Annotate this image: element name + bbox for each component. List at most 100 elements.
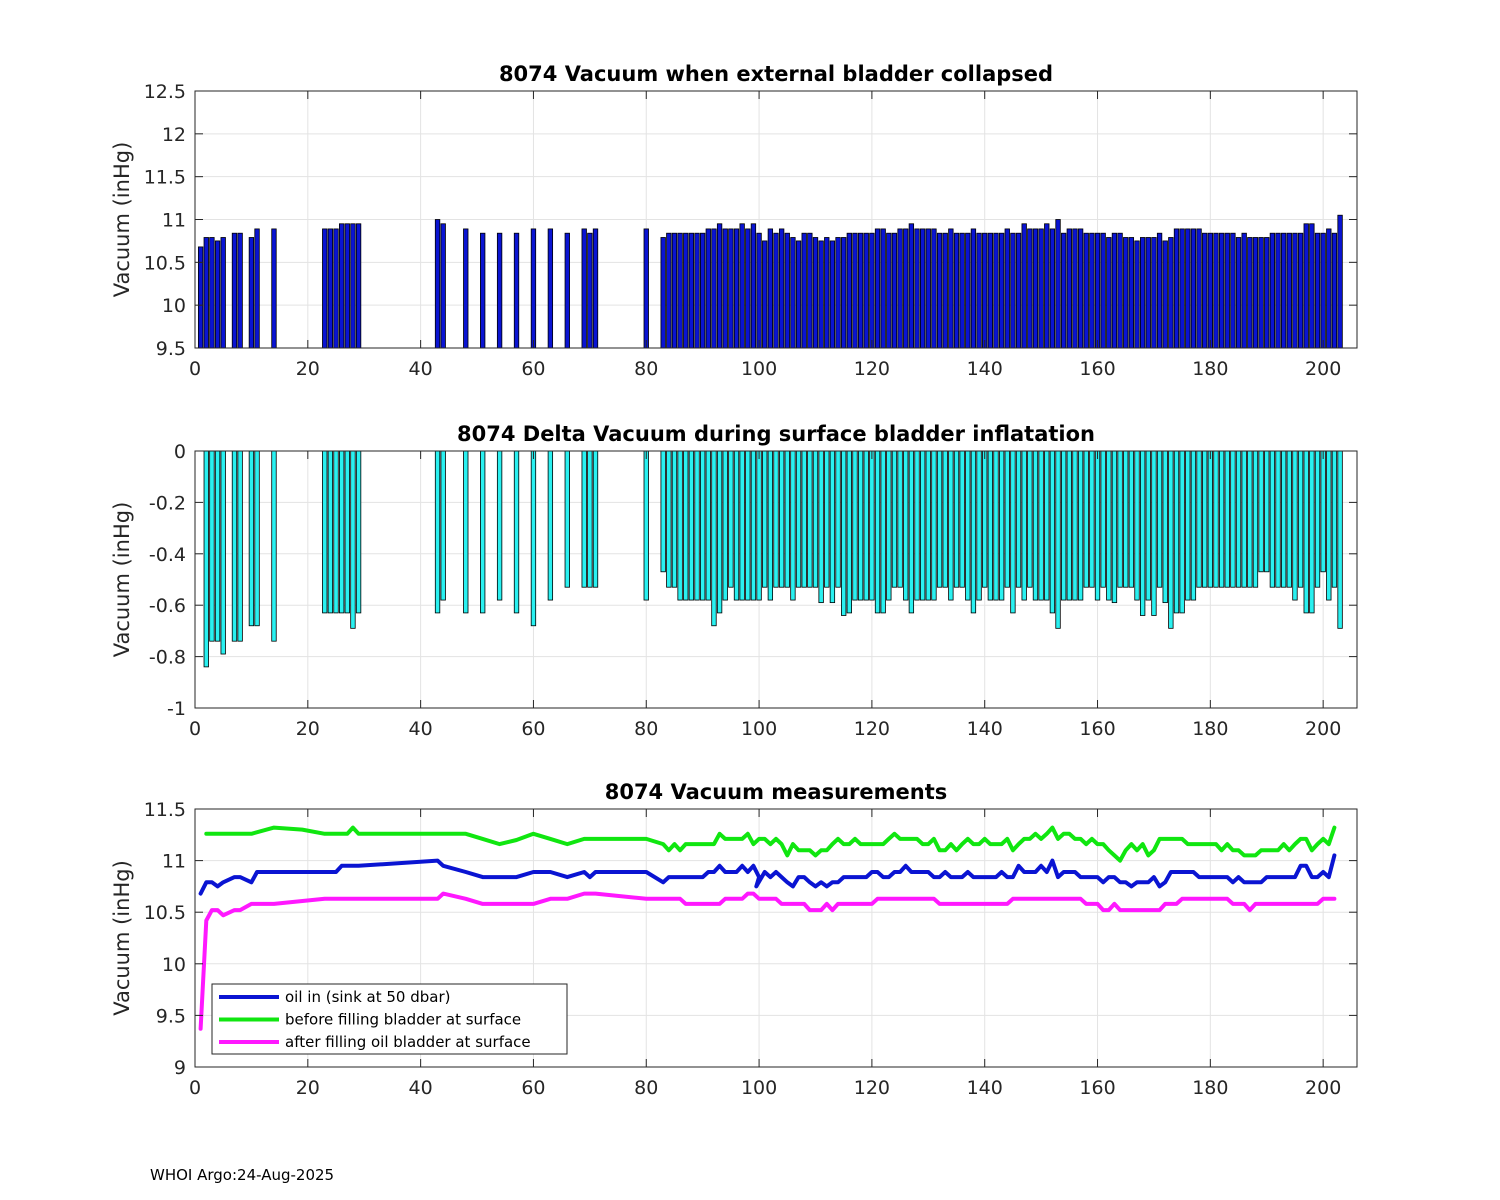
- bar: [1077, 450, 1084, 601]
- bar: [812, 237, 819, 349]
- bar: [1241, 450, 1247, 588]
- bar: [965, 232, 971, 349]
- y-tick-label: -0.8: [149, 647, 186, 669]
- legend-label-2: before filling bladder at surface: [285, 1011, 521, 1029]
- bar: [1021, 450, 1027, 601]
- bar: [1331, 450, 1338, 588]
- bar: [801, 232, 807, 349]
- bar: [254, 450, 260, 627]
- bar: [322, 228, 328, 349]
- bar: [666, 232, 672, 349]
- x-tick-label: 200: [1305, 718, 1341, 740]
- bar: [683, 232, 689, 349]
- chart-panel-2: 0 20 40 60 80 100 120 140 160 180 200 -1 -0.8 -0.6 -0.…: [110, 422, 1358, 740]
- x-tick-label: 20: [296, 718, 320, 740]
- bar: [1230, 450, 1236, 588]
- bar: [925, 450, 931, 601]
- bar: [897, 450, 903, 588]
- bar: [705, 228, 711, 349]
- bar: [1258, 450, 1264, 573]
- x-tick-label: 160: [1079, 718, 1115, 740]
- bar: [959, 450, 965, 588]
- bar: [203, 450, 209, 668]
- bar: [1072, 228, 1078, 349]
- bar: [530, 450, 537, 627]
- bar: [1083, 232, 1089, 349]
- bar: [1275, 450, 1281, 588]
- bar: [1258, 237, 1264, 349]
- bar: [1173, 450, 1180, 614]
- bar: [1077, 228, 1084, 349]
- bar: [581, 228, 587, 349]
- bar: [1297, 450, 1304, 588]
- bar: [728, 228, 734, 349]
- bar: [716, 223, 723, 349]
- bar: [970, 228, 977, 349]
- y-tick-label: -0.2: [149, 492, 186, 514]
- x-tick-label: 100: [741, 1077, 777, 1099]
- bar: [1202, 232, 1208, 349]
- y-axis-label: Vacuum (inHg): [110, 142, 134, 298]
- bar: [852, 232, 858, 349]
- series-line-2: [204, 825, 1337, 863]
- x-tick-label: 80: [634, 1077, 658, 1099]
- bar: [908, 450, 915, 614]
- bar: [1156, 450, 1163, 588]
- bar: [1190, 228, 1197, 349]
- bar: [762, 450, 768, 588]
- bar: [908, 223, 915, 349]
- x-tick-label: 120: [854, 1077, 890, 1099]
- bar: [530, 228, 537, 349]
- bar: [1100, 232, 1106, 349]
- bar: [880, 450, 886, 614]
- bar: [688, 232, 695, 349]
- bar: [1032, 228, 1039, 349]
- bar: [1326, 450, 1332, 601]
- bar: [841, 450, 847, 616]
- x-tick-label: 40: [409, 1077, 433, 1099]
- x-tick-label: 60: [521, 1077, 545, 1099]
- bar: [959, 232, 965, 349]
- bar: [1337, 450, 1343, 629]
- y-tick-label: 10.5: [144, 252, 186, 274]
- bar: [513, 232, 520, 349]
- bar: [513, 450, 520, 614]
- bar: [1123, 450, 1129, 588]
- bar: [784, 450, 790, 588]
- bar: [914, 450, 920, 601]
- y-tick-label: 9: [174, 1057, 186, 1079]
- bar: [214, 450, 221, 642]
- legend: oil in (sink at 50 dbar) before filling b…: [211, 983, 568, 1055]
- bar: [874, 228, 881, 349]
- bar: [271, 450, 277, 642]
- y-tick-label: 9.5: [156, 1005, 186, 1027]
- bar: [1173, 228, 1180, 349]
- bar: [480, 232, 486, 349]
- bar: [716, 450, 723, 614]
- bar: [1145, 450, 1151, 601]
- y-tick-label: 10: [162, 295, 186, 317]
- chart-title: 8074 Vacuum measurements: [605, 780, 948, 804]
- bar: [1156, 232, 1163, 349]
- y-tick-label: -0.4: [149, 544, 186, 566]
- bar: [745, 228, 751, 349]
- bar: [1032, 450, 1039, 601]
- bar: [857, 450, 864, 601]
- bar: [1010, 232, 1016, 349]
- x-tick-label: 80: [634, 358, 658, 380]
- bar: [440, 223, 446, 349]
- bar: [773, 232, 779, 349]
- x-tick-label: 60: [521, 358, 545, 380]
- bar: [1207, 232, 1213, 349]
- bar: [869, 450, 875, 601]
- bar: [1292, 450, 1298, 601]
- bar: [801, 450, 807, 588]
- bar: [496, 232, 503, 349]
- x-tick-label: 0: [189, 1077, 201, 1099]
- bar: [1072, 450, 1078, 601]
- bar: [1213, 450, 1219, 588]
- bar: [846, 232, 852, 349]
- bar: [333, 450, 339, 614]
- bar: [1061, 450, 1067, 601]
